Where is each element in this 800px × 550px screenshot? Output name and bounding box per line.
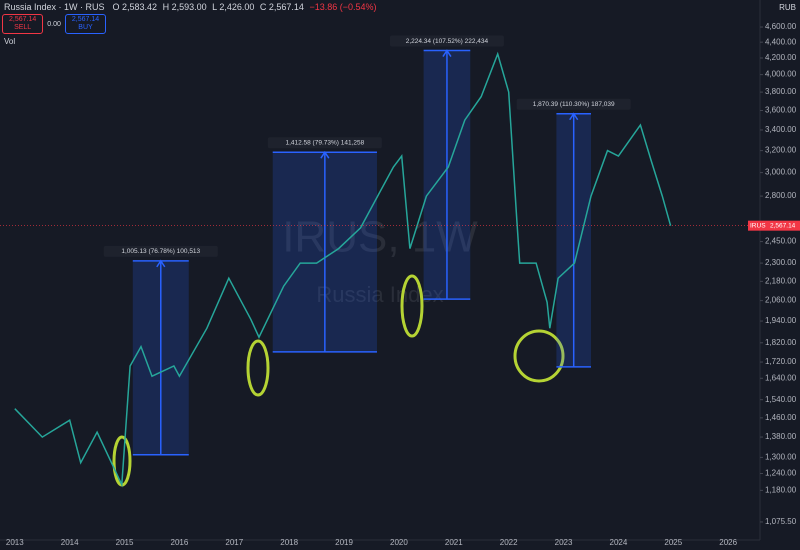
y-tick-label: 3,200.00 xyxy=(765,146,797,155)
y-tick-label: 1,380.00 xyxy=(765,432,797,441)
price-line xyxy=(14,51,672,488)
x-tick-label: 2023 xyxy=(555,538,573,547)
y-tick-label: 1,720.00 xyxy=(765,357,797,366)
measure-label: 1,870.39 (110.30%) 187,039 xyxy=(533,101,615,108)
y-tick-label: 1,940.00 xyxy=(765,316,797,325)
change: −13.86 (−0.54%) xyxy=(309,2,377,12)
y-tick-label: 3,800.00 xyxy=(765,87,797,96)
buy-button[interactable]: 2,567.14 BUY xyxy=(64,14,107,34)
x-tick-label: 2013 xyxy=(6,538,24,547)
y-tick-label: 3,000.00 xyxy=(765,168,797,177)
last-price-label: 2,567.14 xyxy=(770,222,796,229)
measure-label-bg xyxy=(389,35,504,47)
y-tick-label: 2,060.00 xyxy=(765,296,797,305)
x-tick-label: 2019 xyxy=(335,538,353,547)
y-tick-label: 1,180.00 xyxy=(765,485,797,494)
y-tick-label: 4,600.00 xyxy=(765,22,797,31)
y-tick-label: 1,240.00 xyxy=(765,469,797,478)
y-tick-label: 1,540.00 xyxy=(765,395,797,404)
x-tick-label: 2024 xyxy=(610,538,628,547)
buy-label: BUY xyxy=(78,24,93,31)
sell-price: 2,567.14 xyxy=(9,16,37,23)
y-tick-label: 4,000.00 xyxy=(765,70,797,79)
legend-header: Russia Index · 1W · RUS O 2,583.42 H 2,5… xyxy=(4,2,380,12)
x-tick-label: 2022 xyxy=(500,538,518,547)
trade-buttons: 2,567.14 SELL 0.00 2,567.14 BUY xyxy=(2,14,107,34)
circle xyxy=(400,274,424,338)
measure-label: 2,224.34 (107.52%) 222,434 xyxy=(406,38,489,45)
y-tick-label: 2,450.00 xyxy=(765,237,797,246)
x-tick-label: 2015 xyxy=(116,538,134,547)
y-tick-label: 3,600.00 xyxy=(765,106,797,115)
symbol-tag: IRUS xyxy=(750,222,766,229)
volume-label[interactable]: Vol xyxy=(4,37,16,46)
y-tick-label: 2,800.00 xyxy=(765,191,797,200)
symbol-title: Russia Index · 1W · RUS xyxy=(4,2,105,12)
x-tick-label: 2025 xyxy=(664,538,682,547)
y-tick-label: 1,820.00 xyxy=(765,338,797,347)
measure-label: 1,412.58 (79.73%) 141,258 xyxy=(285,139,364,146)
y-tick-label: 4,200.00 xyxy=(765,53,797,62)
high: H 2,593.00 xyxy=(162,2,207,12)
spread: 0.00 xyxy=(47,20,61,28)
low: L 2,426.00 xyxy=(212,2,255,12)
highlight-circles xyxy=(112,274,565,487)
y-tick-label: 1,460.00 xyxy=(765,413,797,422)
buy-price: 2,567.14 xyxy=(71,16,100,23)
y-tick-label: 1,640.00 xyxy=(765,373,797,382)
y-tick-label: 1,300.00 xyxy=(765,453,797,462)
symbol-tag-bg xyxy=(748,220,768,231)
watermark-symbol: IRUS, 1W xyxy=(282,213,478,262)
y-tick-label: 4,400.00 xyxy=(765,37,797,46)
measure-label-bg xyxy=(267,137,382,149)
close: C 2,567.14 xyxy=(259,2,304,12)
measure-label-bg xyxy=(516,98,631,110)
circle xyxy=(513,329,565,383)
x-tick-label: 2026 xyxy=(719,538,737,547)
y-tick-label: 3,400.00 xyxy=(765,125,797,134)
arrow-head xyxy=(442,49,452,57)
sell-label: SELL xyxy=(14,24,32,31)
y-tick-label: 2,180.00 xyxy=(765,276,797,285)
arrow-head xyxy=(320,150,330,159)
x-tick-label: 2021 xyxy=(445,538,463,547)
arrow-head xyxy=(569,112,579,121)
ohlc: O 2,583.42 H 2,593.00 L 2,426.00 C 2,567… xyxy=(113,2,380,12)
circle xyxy=(246,339,270,397)
x-tick-label: 2016 xyxy=(171,538,189,547)
open: O 2,583.42 xyxy=(112,2,158,12)
measure-label-bg xyxy=(103,245,218,257)
measure-label: 1,005.13 (76.78%) 100,513 xyxy=(121,248,200,255)
x-tick-label: 2018 xyxy=(280,538,298,547)
x-tick-label: 2020 xyxy=(390,538,408,547)
y-axis-area xyxy=(760,0,800,550)
x-tick-label: 2014 xyxy=(61,538,79,547)
sell-button[interactable]: 2,567.14 SELL xyxy=(2,14,44,34)
last-price-bg xyxy=(768,220,800,231)
y-tick-label: 2,300.00 xyxy=(765,258,797,267)
arrow-head xyxy=(156,259,166,268)
currency[interactable]: RUB xyxy=(779,3,796,12)
y-tick-label: 1,075.50 xyxy=(765,517,797,526)
x-tick-label: 2017 xyxy=(225,538,243,547)
